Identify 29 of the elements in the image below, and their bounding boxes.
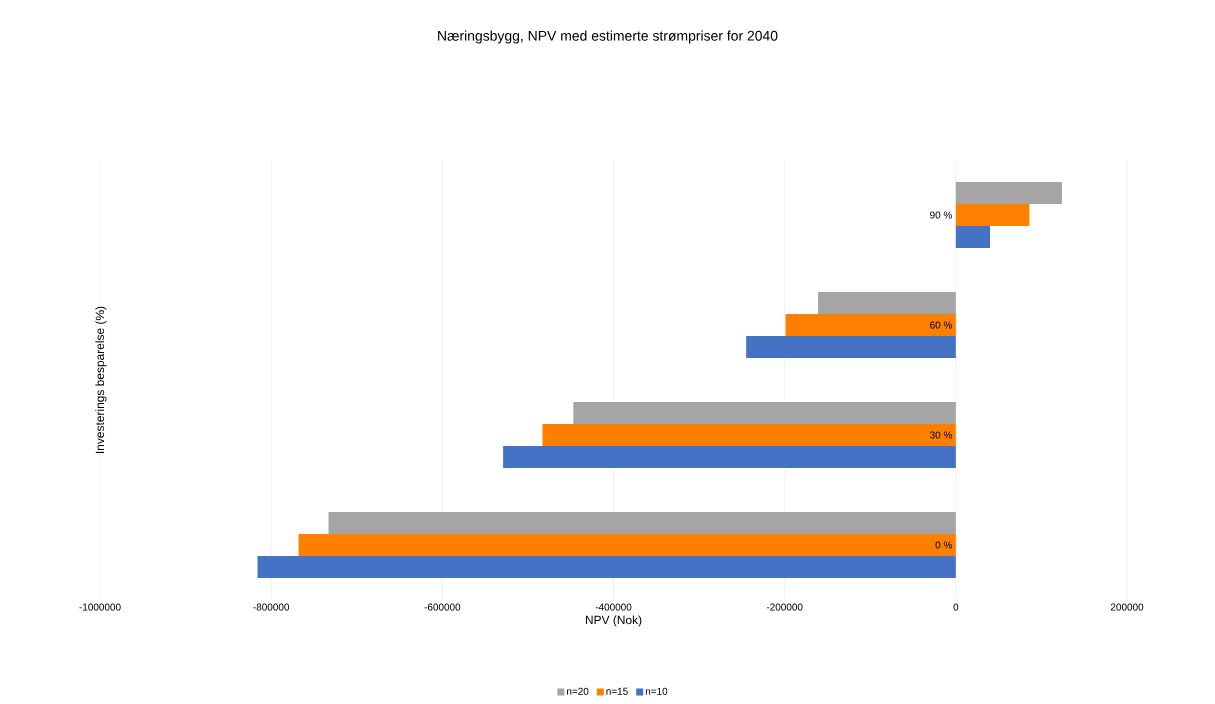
x-axis-title: NPV (Nok) (585, 615, 642, 627)
x-tick-label: 200000 (1110, 603, 1144, 611)
y-tick-label: 90 % (930, 211, 952, 219)
bar (573, 402, 956, 425)
x-tick-label: 0 (953, 603, 959, 611)
legend-label: n=10 (645, 687, 668, 695)
bar (503, 446, 956, 469)
y-tick-label: 0 % (935, 541, 952, 549)
bar (298, 534, 956, 557)
bar (955, 204, 1030, 227)
x-tick-label: -400000 (595, 603, 632, 611)
bar (746, 336, 956, 359)
bar (818, 292, 956, 315)
y-axis-title: Investerings besparelse (%) (95, 306, 107, 453)
bar (955, 182, 1062, 205)
legend-label: n=15 (606, 687, 628, 695)
chart-title: Næringsbygg, NPV med estimerte strømpriser for 2040 (438, 30, 778, 44)
bar (955, 226, 991, 249)
y-tick-label: 30 % (929, 431, 952, 439)
bar (328, 512, 956, 535)
x-tick-label: -200000 (766, 603, 803, 611)
y-tick-label: 60 % (930, 321, 952, 329)
x-tick-label: -1000000 (79, 603, 121, 611)
legend-label: n=20 (567, 687, 589, 695)
bar (542, 424, 956, 447)
bar (785, 314, 956, 337)
x-tick-label: -600000 (424, 603, 461, 611)
bar (257, 556, 956, 579)
x-tick-label: -800000 (253, 603, 290, 611)
